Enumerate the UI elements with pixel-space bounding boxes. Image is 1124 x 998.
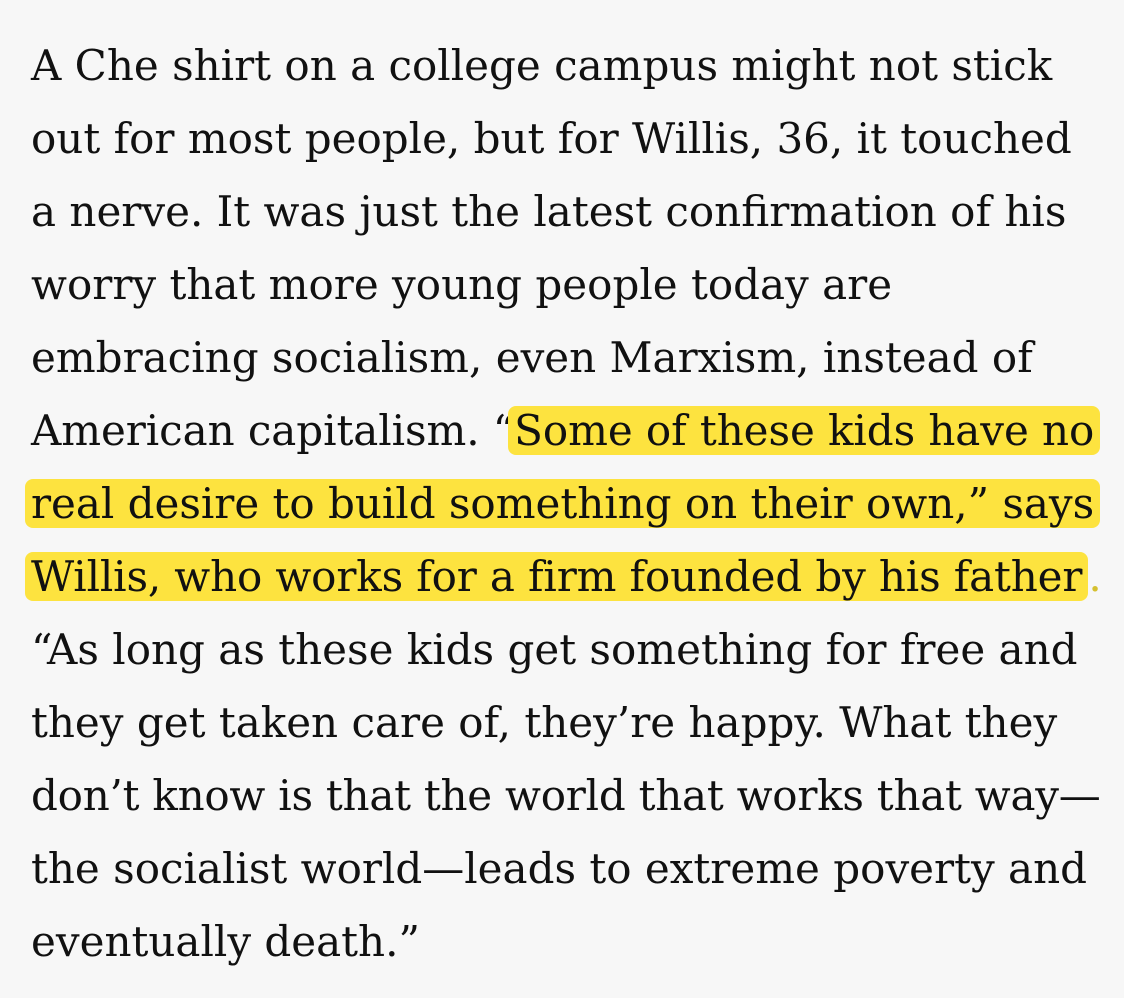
text-line: out for most people, but for Willis, 36,… bbox=[31, 114, 1072, 163]
highlighted-text[interactable]: Some of these kids have no bbox=[508, 406, 1101, 455]
text-line: American capitalism. “Some of these kids… bbox=[31, 398, 1101, 464]
text-line: Willis, who works for a firm founded by … bbox=[25, 544, 1102, 610]
text-segment: . bbox=[1088, 552, 1102, 601]
text-line: real desire to build something on their … bbox=[25, 471, 1101, 537]
highlighted-text[interactable]: Willis, who works for a firm founded by … bbox=[25, 552, 1089, 601]
text-line: don’t know is that the world that works … bbox=[31, 771, 1101, 820]
text-line: eventually death.” bbox=[31, 917, 420, 966]
text-line: A Che shirt on a college campus might no… bbox=[31, 41, 1053, 90]
text-line: worry that more young people today are bbox=[31, 260, 893, 309]
text-line: a nerve. It was just the latest confirma… bbox=[31, 187, 1067, 236]
text-segment: American capitalism. “ bbox=[31, 406, 515, 455]
text-line: the socialist world—leads to extreme pov… bbox=[31, 844, 1088, 893]
highlighted-text[interactable]: real desire to build something on their … bbox=[25, 479, 1101, 528]
text-line: they get taken care of, they’re happy. W… bbox=[31, 698, 1058, 747]
text-line: “As long as these kids get something for… bbox=[31, 625, 1078, 674]
text-line: embracing socialism, even Marxism, inste… bbox=[31, 333, 1033, 382]
